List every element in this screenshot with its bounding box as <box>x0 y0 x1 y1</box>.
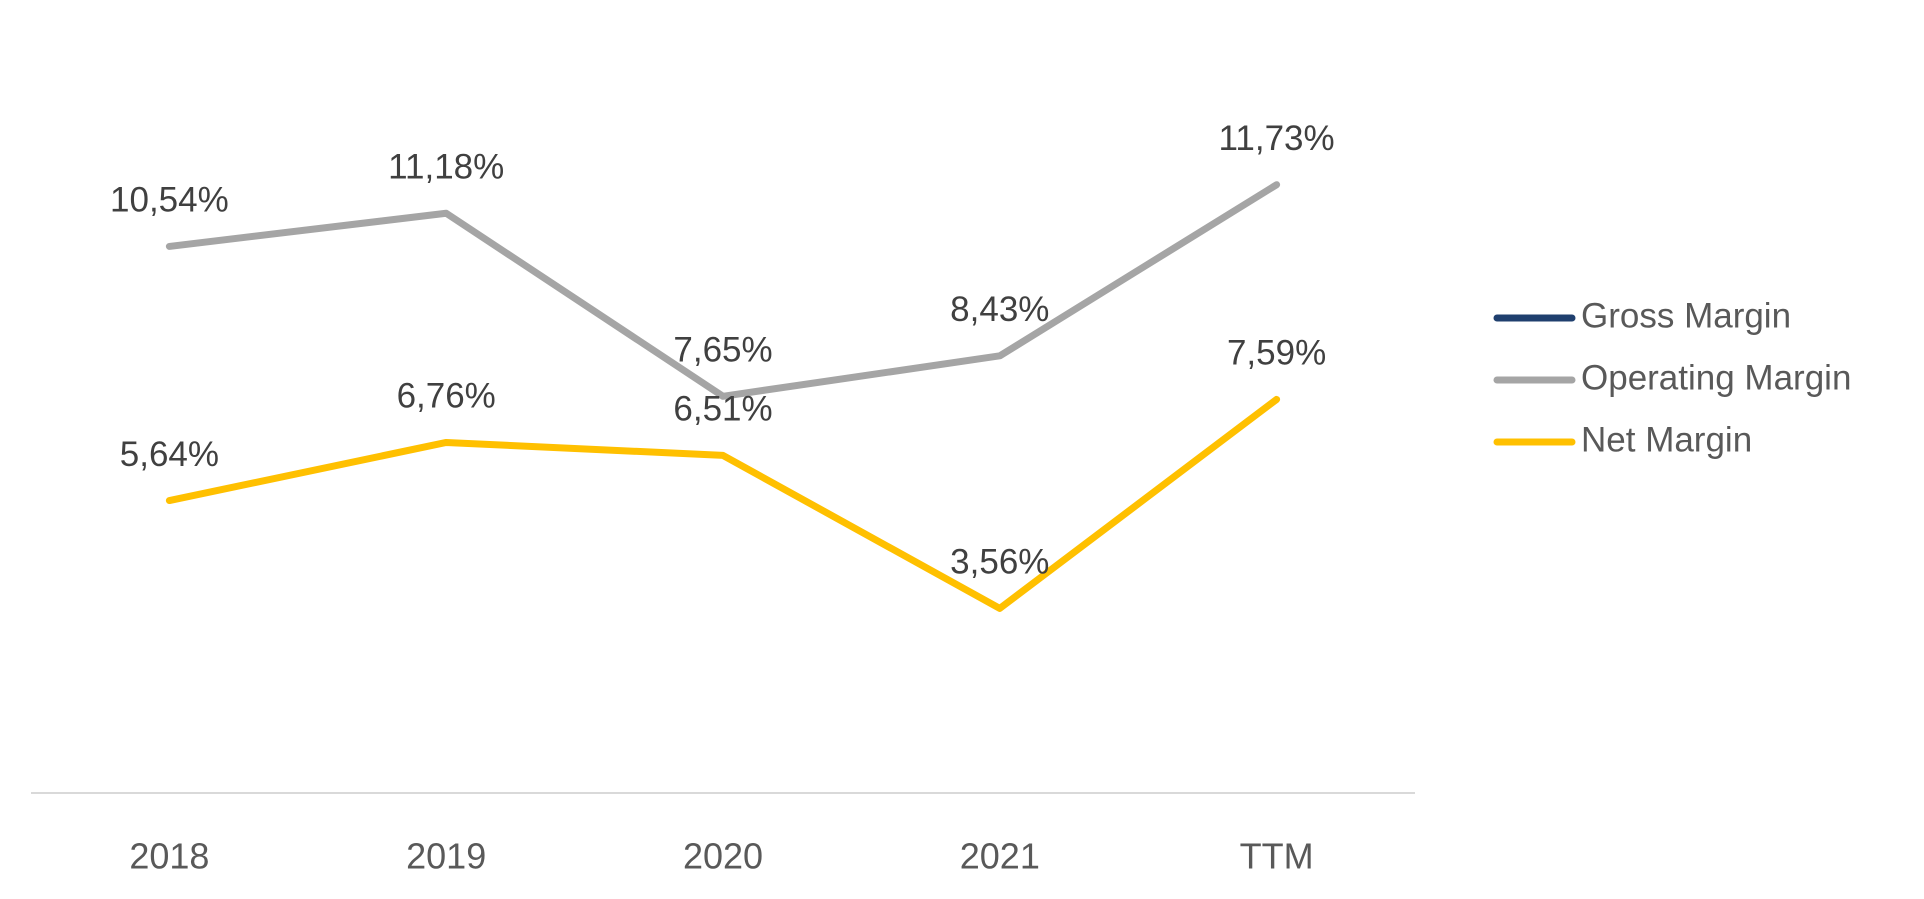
data-label: 11,18% <box>388 147 504 186</box>
data-label: 10,54% <box>110 181 229 220</box>
legend-label: Operating Margin <box>1581 358 1851 397</box>
data-label: 6,51% <box>673 390 772 429</box>
data-label: 11,73% <box>1219 119 1335 158</box>
data-label: 7,65% <box>673 331 772 370</box>
data-label: 3,56% <box>950 543 1049 582</box>
series-line <box>165 395 1281 612</box>
x-tick-label: 2021 <box>960 836 1040 877</box>
data-label: 7,59% <box>1227 334 1326 373</box>
x-tick-label: 2018 <box>129 836 209 877</box>
data-label: 6,76% <box>397 377 496 416</box>
x-tick-label: 2020 <box>683 836 763 877</box>
x-tick-label: 2019 <box>406 836 486 877</box>
x-tick-label: TTM <box>1240 836 1314 877</box>
legend-label: Net Margin <box>1581 420 1752 459</box>
series-line <box>165 181 1281 400</box>
data-label: 8,43% <box>950 290 1049 329</box>
data-label: 5,64% <box>120 435 219 474</box>
legend-label: Gross Margin <box>1581 296 1791 335</box>
